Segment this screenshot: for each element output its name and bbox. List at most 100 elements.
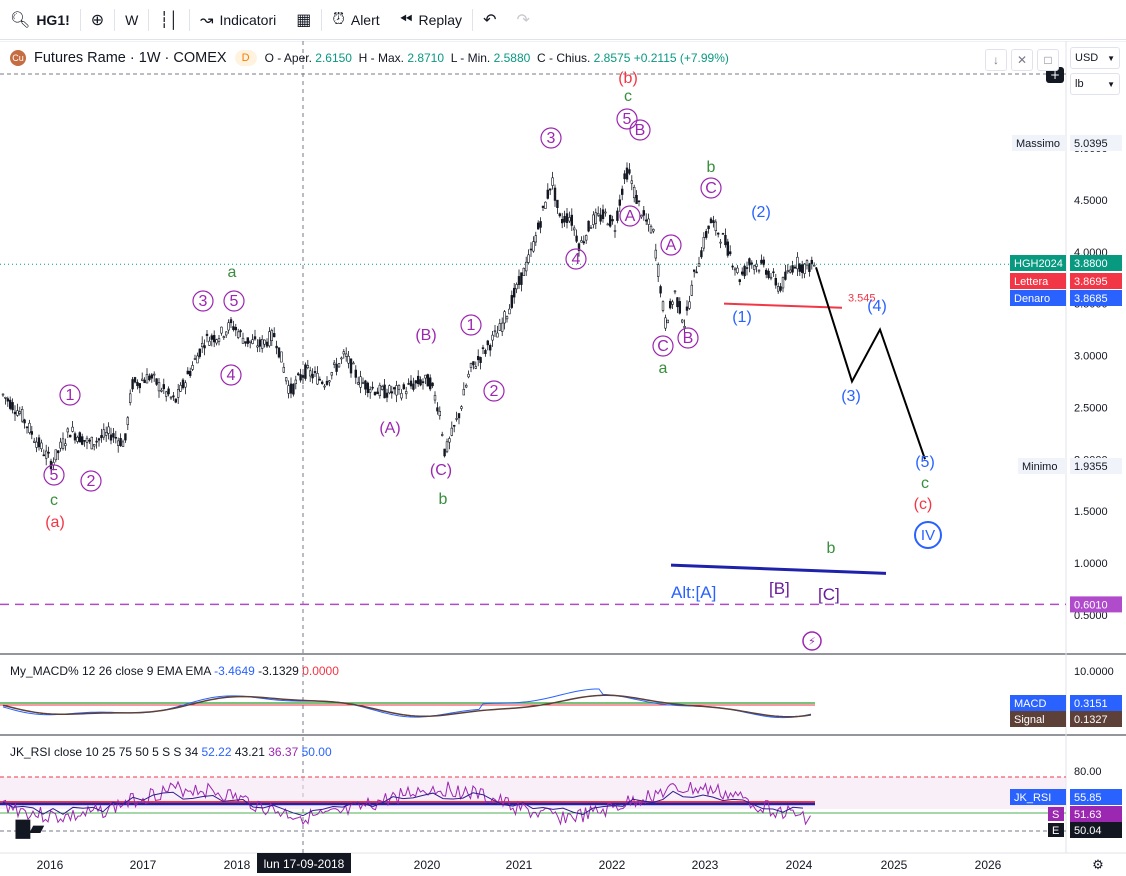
candle-body (121, 441, 125, 447)
time-tick-label: 2024 (786, 858, 813, 872)
chart-bg (0, 41, 1126, 876)
candle-body (246, 337, 249, 344)
candle-body (743, 265, 746, 277)
candle-body (731, 265, 734, 268)
candle-body (536, 222, 540, 230)
candle-body (66, 428, 70, 433)
unit-select[interactable]: lb ▼ (1070, 73, 1120, 95)
wave-label: 4 (227, 367, 236, 384)
wave-label: (b) (618, 70, 638, 87)
candle-body (342, 351, 345, 355)
candle-body (119, 438, 122, 446)
wave-label: 3 (547, 130, 556, 147)
indicators-button[interactable]: ↝ Indicatori (190, 0, 286, 40)
time-tick-label: 2018 (224, 858, 251, 872)
wave-label: (4) (867, 298, 887, 315)
price-tick-label: 4.5000 (1074, 195, 1108, 207)
copper-logo-icon: Cu (10, 50, 26, 66)
alert-button[interactable]: ⏰︎ Alert (322, 0, 389, 40)
rsi-legend[interactable]: JK_RSI close 10 25 75 50 5 S S 34 52.22 … (10, 745, 332, 759)
candle-body (604, 211, 607, 214)
candle-body (76, 436, 79, 442)
candle-body (42, 454, 46, 457)
alarm-clock-icon: ⏰︎ (332, 10, 345, 28)
candle-body (476, 355, 480, 361)
replay-button[interactable]: ⏪︎ Replay (390, 0, 472, 40)
candle-body (412, 383, 415, 390)
macd-legend[interactable]: My_MACD% 12 26 close 9 EMA EMA -3.4649 -… (10, 664, 339, 678)
candle-body (181, 379, 185, 389)
candle-body (452, 425, 456, 427)
candle-body (419, 379, 422, 386)
layouts-button[interactable]: ▦ (286, 0, 321, 40)
candle-body (30, 431, 33, 435)
wave-label: b (439, 491, 448, 508)
candle-body (256, 345, 259, 348)
candle-body (496, 332, 499, 338)
candle-body (277, 347, 281, 358)
candle-body (500, 322, 504, 332)
price-tick-label: 1.0000 (1074, 558, 1108, 570)
candle-body (709, 218, 713, 224)
candle-body (35, 441, 38, 448)
divider (189, 8, 191, 31)
redo-button[interactable]: ↷ (506, 0, 539, 40)
candle-body (460, 406, 463, 409)
delay-badge[interactable]: D (234, 50, 257, 66)
collapse-button[interactable]: ✕ (1011, 49, 1033, 71)
chart-area[interactable]: 5.00004.50004.00003.50003.00002.50002.00… (0, 41, 1126, 876)
candle-body (352, 362, 355, 365)
ask-price-label: Lettera (1014, 276, 1049, 288)
candle-body (606, 223, 610, 226)
maximize-button[interactable]: □ (1037, 49, 1059, 71)
time-tick-label: 2022 (599, 858, 626, 872)
candle-body (201, 342, 204, 348)
candle-body (628, 169, 631, 174)
symbol-search[interactable]: 🔍︎ HG1! (0, 0, 80, 40)
chart-type-button[interactable]: ┆│ (149, 0, 189, 40)
candle-body (455, 418, 458, 420)
minimo-value-bg (1070, 458, 1122, 474)
candle-body (767, 270, 770, 278)
candle-body (676, 297, 679, 308)
candle-body (421, 381, 425, 384)
candle-body (810, 259, 814, 265)
candle-body (385, 392, 389, 398)
candle-body (776, 286, 780, 292)
candle-body (237, 331, 240, 338)
move-down-button[interactable]: ↓ (985, 49, 1007, 71)
currency-select[interactable]: USD ▼ (1070, 47, 1120, 69)
candle-body (565, 213, 569, 223)
candle-body (481, 347, 485, 349)
candle-body (469, 363, 473, 368)
candle-body (433, 394, 437, 401)
chart-canvas[interactable]: 5.00004.50004.00003.50003.00002.50002.00… (0, 41, 1126, 876)
compare-button[interactable]: ⊕ (81, 0, 114, 40)
candle-body (702, 237, 706, 249)
candle-body (613, 230, 617, 232)
candle-body (95, 440, 98, 443)
candle-body (136, 381, 139, 386)
candle-body (157, 382, 161, 392)
crosshair-date-bg (257, 853, 351, 873)
lightning-icon (802, 631, 822, 651)
wave-label: (c) (914, 496, 933, 513)
wave-label: 5 (50, 467, 59, 484)
candle-body (532, 241, 535, 252)
candle-body (678, 301, 682, 314)
candle-body (150, 374, 153, 379)
candle-body (788, 269, 792, 273)
candle-body (311, 373, 314, 379)
candle-body (584, 235, 588, 241)
undo-button[interactable]: ↶ (473, 0, 506, 40)
candle-body (575, 235, 578, 242)
candle-body (323, 385, 326, 388)
rewind-icon: ⏪︎ (399, 10, 413, 28)
candle-body (32, 440, 36, 443)
candle-body (798, 263, 802, 272)
candle-body (390, 391, 393, 394)
macd-badge-label-bg (1010, 695, 1066, 711)
wave-label: (B) (415, 327, 436, 344)
candle-body (93, 444, 96, 447)
interval-button[interactable]: W (115, 0, 148, 40)
